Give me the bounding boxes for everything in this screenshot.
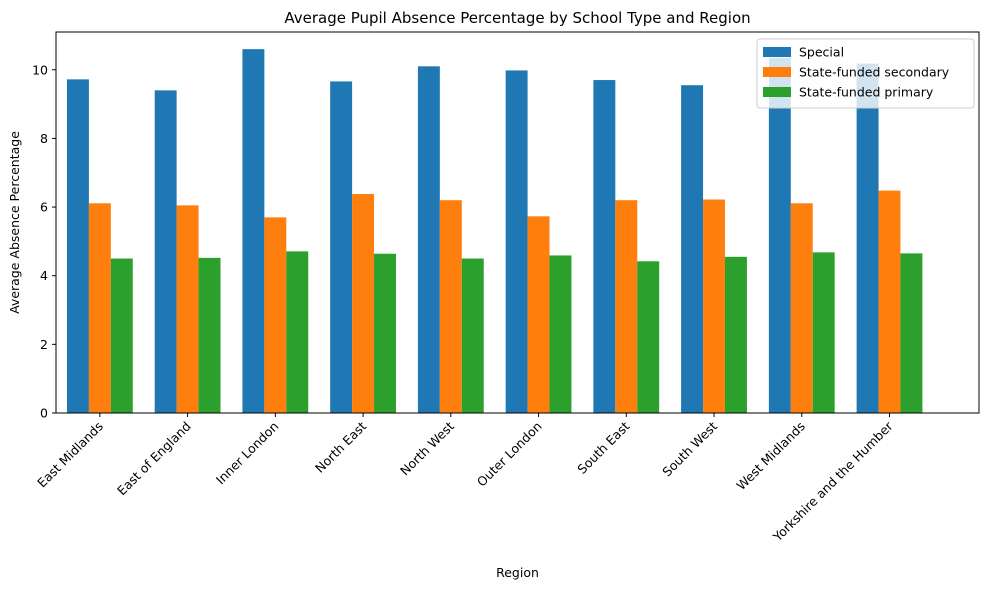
x-tick-label: South West: [659, 418, 720, 479]
bar-state-funded-primary-9: [900, 253, 923, 413]
legend-swatch: [763, 87, 791, 97]
legend-swatch: [763, 67, 791, 77]
y-tick-label: 2: [40, 337, 48, 352]
bar-special-1: [154, 90, 177, 413]
legend: Special State-funded secondary State-funde…: [756, 38, 975, 109]
plot-frame: [55, 31, 980, 414]
bar-state-funded-primary-0: [110, 258, 133, 413]
bar-special-8: [768, 57, 791, 414]
y-tick-label: 4: [40, 268, 48, 283]
bar-special-4: [417, 66, 440, 413]
y-tick-label: 8: [40, 131, 48, 146]
y-tick-label: 6: [40, 200, 48, 215]
legend-swatch: [763, 47, 791, 57]
bar-state-funded-secondary-6: [615, 200, 638, 413]
legend-label: State-funded primary: [799, 85, 934, 100]
bar-state-funded-primary-7: [725, 256, 747, 413]
bar-special-2: [242, 49, 265, 413]
x-axis-ticks: East Midlands East of England Inner London…: [34, 413, 896, 545]
legend-label: State-funded secondary: [799, 65, 950, 80]
legend-box: [756, 38, 975, 109]
y-axis-ticks: 0 2 4 6 8 10: [32, 62, 56, 421]
chart-title: Average Pupil Absence Percentage by Scho…: [284, 9, 750, 27]
x-tick-label: Inner London: [213, 419, 282, 488]
bar-state-funded-primary-4: [461, 258, 484, 413]
x-tick-label: South East: [574, 418, 632, 476]
bar-state-funded-primary-8: [812, 252, 835, 413]
bar-state-funded-primary-6: [637, 261, 660, 413]
bar-state-funded-secondary-1: [176, 205, 199, 413]
bar-state-funded-secondary-3: [352, 194, 375, 413]
bar-special-6: [593, 80, 616, 414]
bar-state-funded-primary-1: [198, 257, 221, 413]
x-tick-label: East of England: [114, 419, 194, 499]
x-tick-label: North West: [397, 418, 457, 478]
bar-state-funded-secondary-4: [439, 200, 462, 413]
x-axis-label: Region: [496, 565, 539, 580]
bar-state-funded-secondary-8: [790, 203, 813, 413]
x-tick-label: North East: [312, 418, 369, 475]
y-tick-label: 10: [32, 62, 48, 77]
bar-special-5: [505, 70, 528, 413]
y-axis-label: Average Absence Percentage: [7, 131, 22, 314]
x-tick-label: West Midlands: [733, 419, 808, 494]
y-tick-label: 0: [40, 406, 48, 421]
bar-special-7: [681, 85, 704, 413]
x-tick-label: Outer London: [474, 419, 545, 490]
bar-state-funded-primary-2: [286, 251, 309, 413]
legend-label: Special: [799, 45, 844, 60]
plot-area: [66, 49, 923, 414]
bar-state-funded-secondary-9: [878, 190, 901, 413]
bar-state-funded-primary-3: [374, 253, 396, 413]
x-tick-label: East Midlands: [34, 419, 106, 491]
bar-state-funded-primary-5: [549, 255, 572, 413]
bar-state-funded-secondary-7: [703, 199, 725, 413]
bar-special-0: [66, 79, 89, 414]
bar-special-3: [330, 81, 353, 414]
bar-special-9: [856, 63, 879, 413]
bar-state-funded-secondary-0: [88, 203, 111, 413]
bar-state-funded-secondary-2: [264, 217, 287, 413]
bar-state-funded-secondary-5: [527, 216, 550, 413]
